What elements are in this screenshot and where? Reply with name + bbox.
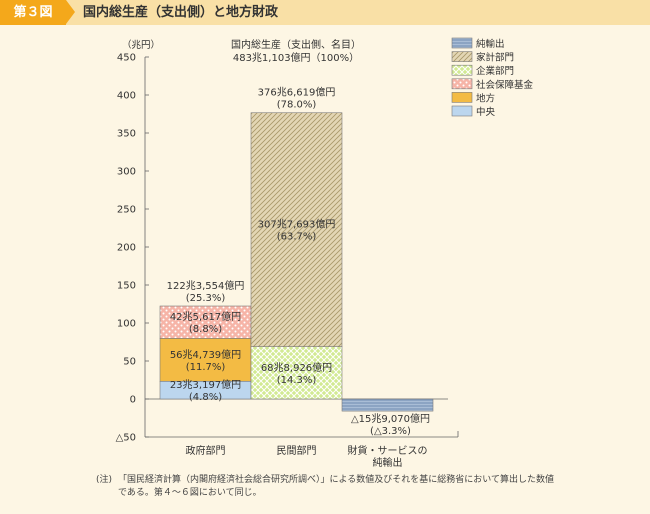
segment-value-label: 307兆7,693億円: [258, 218, 336, 231]
y-tick-label: 300: [117, 167, 136, 178]
y-tick-label: 50: [123, 357, 136, 368]
y-tick-label: 100: [117, 319, 136, 330]
legend-swatch: [451, 64, 473, 76]
bar-segment: [159, 305, 252, 339]
segment-share-label: (4.8%): [189, 392, 222, 403]
bar-total-share-label: (78.0%): [277, 100, 317, 111]
legend-label: 企業部門: [476, 65, 514, 77]
bar-segment: [250, 112, 343, 347]
legend-label: 地方: [476, 92, 495, 104]
figure-title: 国内総生産（支出側）と地方財政: [83, 5, 279, 20]
bar-total-label: 122兆3,554億円: [167, 279, 245, 292]
gdp-title-label: 国内総生産（支出側、名目）: [231, 38, 361, 51]
x-category-label: 財貨・サービスの: [348, 444, 428, 457]
x-category-label: 民間部門: [277, 444, 317, 457]
y-tick-label: 400: [117, 91, 136, 102]
bar-segment: [159, 338, 252, 382]
y-tick-label: 150: [117, 281, 136, 292]
y-tick-label: 350: [117, 129, 136, 140]
legend-swatch: [451, 51, 473, 62]
chart-footnote: (注) 「国民経済計算（内閣府経済社会総合研究所調べ）」による数値及びそれを基に…: [96, 474, 558, 500]
legend-label: 社会保障基金: [476, 79, 534, 91]
stacked-bar-chart: △50 0 50 100 150 200 250 300 350 400 450 （兆円） 政府部門 民間…: [116, 37, 534, 469]
legend-swatch: [451, 92, 473, 103]
segment-value-label: △15兆9,070億円: [351, 412, 430, 425]
y-tick-label: 450: [117, 53, 136, 64]
footnote-text: 「国民経済計算（内閣府経済社会総合研究所調べ）」による数値及びそれを基に総務省に…: [118, 475, 554, 498]
x-category-label: 純輸出: [373, 456, 403, 469]
bar-total-share-label: (25.3%): [186, 293, 226, 304]
segment-share-label: (△3.3%): [370, 426, 411, 437]
figure-header: 第３図 国内総生産（支出側）と地方財政: [0, 0, 650, 25]
y-tick-label: 250: [117, 205, 136, 216]
gdp-total-label: 483兆1,103億円（100%）: [233, 51, 359, 64]
x-category-label: 政府部門: [186, 444, 226, 457]
legend-swatch: [451, 37, 473, 49]
segment-value-label: 68兆8,926億円: [261, 361, 332, 374]
legend-label: 中央: [476, 106, 496, 118]
segment-share-label: (14.3%): [277, 375, 317, 386]
footnote-label: (注): [96, 475, 113, 485]
segment-share-label: (8.8%): [189, 324, 222, 335]
y-tick-label: △50: [116, 433, 136, 444]
legend-swatch: [451, 78, 473, 90]
segment-value-label: 56兆4,739億円: [170, 348, 241, 361]
segment-value-label: 23兆3,197億円: [170, 378, 241, 391]
legend-label: 家計部門: [476, 52, 514, 64]
y-tick-label: 0: [130, 395, 136, 406]
legend-label: 純輸出: [476, 38, 505, 50]
bar-total-label: 376兆6,619億円: [258, 86, 336, 99]
legend-swatch: [451, 105, 473, 117]
y-tick-label: 200: [117, 243, 136, 254]
segment-value-label: 42兆5,617億円: [170, 310, 241, 323]
segment-share-label: (11.7%): [186, 362, 226, 373]
bar-segment: [250, 346, 343, 400]
y-axis-unit-label: （兆円）: [122, 39, 160, 51]
bar-segment: [341, 398, 434, 412]
segment-share-label: (63.7%): [277, 232, 317, 243]
figure-number-badge: 第３図: [0, 0, 75, 25]
